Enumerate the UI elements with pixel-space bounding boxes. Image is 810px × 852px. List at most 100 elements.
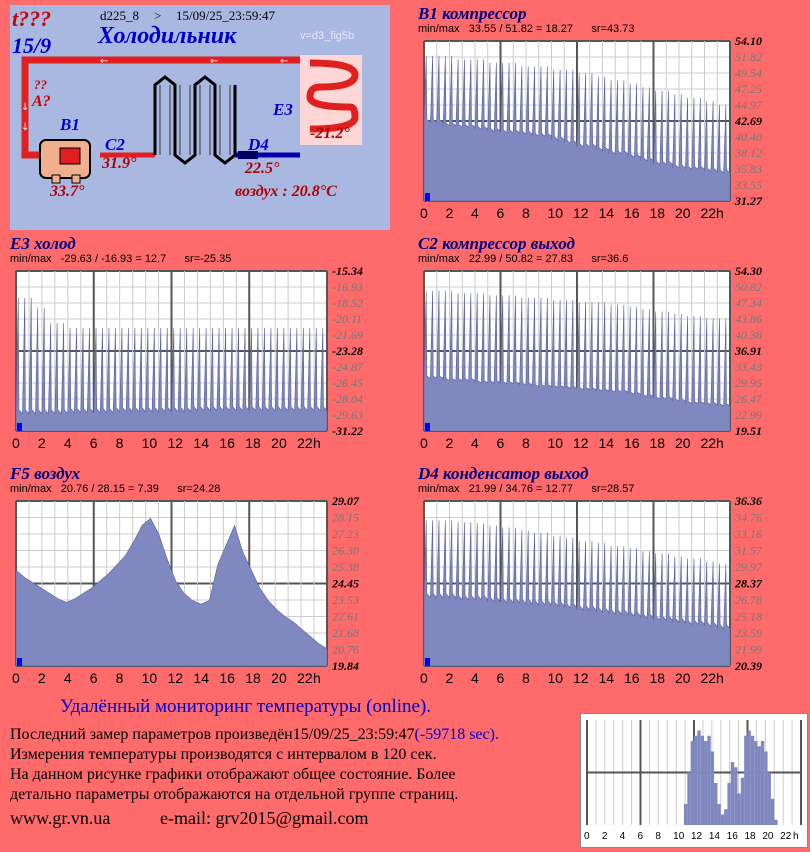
current-marker bbox=[425, 193, 430, 201]
x-tick-label: 0 bbox=[12, 670, 20, 686]
d4-sensor bbox=[238, 151, 258, 159]
y-tick-label: 26.47 bbox=[735, 392, 763, 406]
y-tick-label: 40.38 bbox=[735, 328, 762, 342]
mini-x-label: 0 bbox=[584, 831, 590, 842]
x-tick-label: 18 bbox=[650, 435, 666, 451]
y-tick-label: 19.84 bbox=[332, 659, 359, 673]
b1-value: 33.7° bbox=[50, 183, 85, 200]
fridge-diagram: ← ← ← ↓ ↓ bbox=[21, 55, 362, 184]
y-tick-label: 26.78 bbox=[735, 593, 762, 607]
y-tick-label: 29.07 bbox=[331, 495, 360, 508]
y-tick-label: -15.34 bbox=[332, 265, 363, 278]
mini-bar bbox=[737, 793, 741, 825]
x-tick-label: 12 bbox=[168, 435, 184, 451]
x-tick-label: 14 bbox=[599, 205, 615, 221]
x-tick-label: 2 bbox=[446, 435, 454, 451]
chart-plot: 29.07 28.15 27.23 26.30 25.38 24.45 23.53 22.61… bbox=[12, 495, 360, 686]
y-tick-label: 19.51 bbox=[735, 424, 762, 438]
mini-bar bbox=[750, 735, 755, 825]
y-tick-label: 28.15 bbox=[332, 511, 359, 525]
chart-stats: min/max 21.99 / 34.76 = 12.77 sr=28.57 bbox=[418, 483, 635, 495]
chart-plot: 54.30 50.82 47.34 43.86 40.38 36.91 33.43 29.95… bbox=[420, 265, 763, 451]
current-marker bbox=[425, 423, 430, 431]
schema-timestamp: 15/09/25_23:59:47 bbox=[176, 8, 275, 23]
x-tick-label: 12 bbox=[573, 435, 589, 451]
x-tick-label: 22 bbox=[701, 205, 717, 221]
y-tick-label: 43.86 bbox=[735, 312, 762, 326]
site-link[interactable]: www.gr.vn.ua bbox=[10, 808, 111, 828]
x-tick-label: 8 bbox=[522, 435, 530, 451]
email-link[interactable]: e-mail: grv2015@gmail.com bbox=[160, 808, 369, 828]
y-tick-label: 22.99 bbox=[735, 408, 762, 422]
interval-line: Измерения температуры производятся с инт… bbox=[10, 746, 437, 763]
x-tick-label: 6 bbox=[497, 205, 505, 221]
y-tick-label: 44.97 bbox=[735, 98, 763, 112]
y-tick-label: -28.04 bbox=[332, 392, 363, 406]
x-tick-label: 22 bbox=[701, 670, 717, 686]
y-tick-label: 50.82 bbox=[735, 280, 762, 294]
schema-title: Холодильник bbox=[98, 23, 237, 49]
series-area bbox=[15, 517, 328, 667]
y-tick-label: 38.12 bbox=[734, 146, 762, 160]
y-tick-label: 49.54 bbox=[735, 66, 762, 80]
mini-bar bbox=[690, 741, 694, 825]
x-tick-label: 2 bbox=[38, 670, 46, 686]
x-tick-label: 6 bbox=[497, 435, 505, 451]
x-tick-label: 12 bbox=[573, 670, 589, 686]
mini-bar bbox=[734, 767, 738, 825]
chart-title: C2 компрессор выход bbox=[418, 234, 575, 253]
chart-title: B1 компрессор bbox=[418, 4, 527, 23]
svg-text:↓: ↓ bbox=[21, 102, 29, 113]
air-temperature: воздух : 20.8°C bbox=[235, 183, 337, 200]
y-tick-label: 47.25 bbox=[735, 82, 762, 96]
last-measurement-label: Последний замер параметров произведён bbox=[10, 726, 293, 743]
mini-bar bbox=[744, 735, 748, 825]
x-tick-label: 12 bbox=[573, 205, 589, 221]
y-tick-label: 24.45 bbox=[331, 577, 359, 591]
y-tick-label: 25.38 bbox=[332, 560, 359, 574]
x-tick-label: 18 bbox=[245, 670, 261, 686]
series-area bbox=[423, 520, 731, 667]
x-tick-label: 0 bbox=[420, 670, 428, 686]
x-tick-label: 22 bbox=[701, 435, 717, 451]
y-tick-label: 28.37 bbox=[734, 577, 763, 591]
y-tick-label: 36.36 bbox=[734, 495, 762, 508]
x-tick-label: 18 bbox=[650, 670, 666, 686]
x-tick-label: 18 bbox=[650, 205, 666, 221]
x-tick-label: 16 bbox=[219, 435, 235, 451]
footer-title: Удалённый мониторинг температуры (online… bbox=[60, 696, 432, 717]
x-tick-label: 8 bbox=[116, 670, 124, 686]
x-tick-label: 4 bbox=[471, 205, 479, 221]
x-tick-label: 20 bbox=[675, 205, 691, 221]
x-tick-label: 0 bbox=[420, 205, 428, 221]
x-tick-label: 14 bbox=[193, 670, 209, 686]
date-short: 15/9 bbox=[12, 33, 52, 58]
chart-c2-compressor-out: C2 компрессор выход min/max 22.99 / 50.8… bbox=[418, 235, 788, 455]
x-tick-label: 14 bbox=[599, 435, 615, 451]
pipe-top bbox=[21, 56, 310, 159]
x-tick-label: 8 bbox=[522, 205, 530, 221]
chart-title: F5 воздух bbox=[10, 464, 81, 483]
x-tick-label: 20 bbox=[675, 670, 691, 686]
x-tick-label: 10 bbox=[548, 435, 564, 451]
x-tick-label: h bbox=[716, 435, 724, 451]
mini-x-label: 22 bbox=[780, 831, 792, 842]
svg-text:←: ← bbox=[100, 56, 108, 67]
b1-label: B1 bbox=[60, 115, 80, 134]
chart-f5-air: F5 воздух min/max 20.76 / 28.15 = 7.39 s… bbox=[10, 465, 385, 690]
chart-d4-condenser-out: D4 конденсатор выход min/max 21.99 / 34.… bbox=[418, 465, 788, 690]
chart-plot: 36.36 34.76 33.16 31.57 29.97 28.37 26.78 25.18… bbox=[420, 495, 763, 686]
series-area bbox=[15, 297, 328, 432]
y-tick-label: 51.82 bbox=[735, 50, 762, 64]
y-tick-label: 25.18 bbox=[735, 610, 762, 624]
mini-bar bbox=[704, 741, 708, 825]
mini-bar bbox=[694, 735, 698, 825]
current-marker bbox=[425, 658, 430, 666]
mini-bar bbox=[724, 809, 728, 825]
y-tick-label: 34.76 bbox=[734, 511, 762, 525]
mini-bar bbox=[747, 730, 751, 825]
a-label: A? bbox=[32, 93, 51, 110]
mini-bar bbox=[687, 772, 691, 825]
x-tick-label: 2 bbox=[38, 435, 46, 451]
mini-bar bbox=[714, 783, 718, 825]
